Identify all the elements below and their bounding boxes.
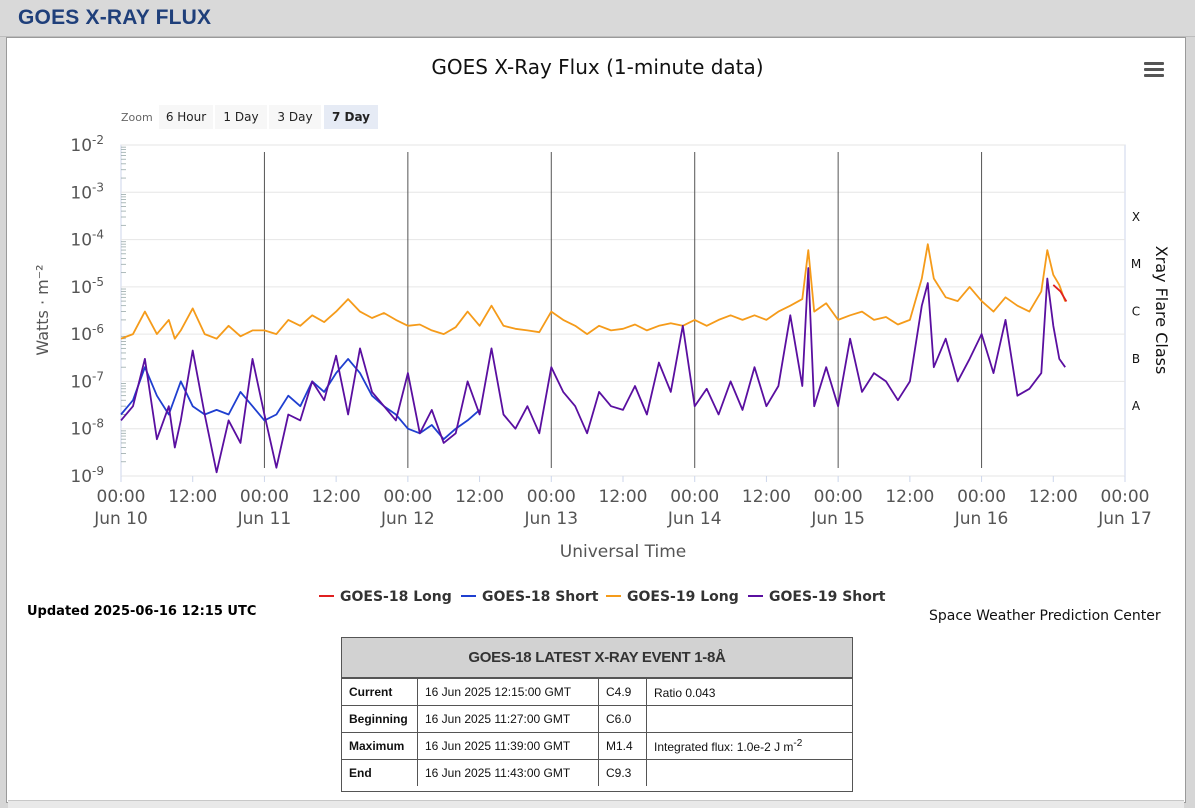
page-title: GOES X-RAY FLUX	[18, 6, 212, 29]
event-row-time: 16 Jun 2025 11:39:00 GMT	[417, 732, 599, 760]
bottom-strip	[8, 800, 1184, 808]
chart-title: GOES X-Ray Flux (1-minute data)	[431, 55, 764, 79]
zoom-6-hour-button[interactable]: 6 Hour	[159, 105, 213, 129]
event-title: GOES-18 LATEST X-RAY EVENT 1-8Å	[342, 638, 852, 678]
event-row-time: 16 Jun 2025 11:43:00 GMT	[417, 759, 599, 786]
updated-timestamp: Updated 2025-06-16 12:15 UTC	[27, 604, 257, 619]
event-table: Current 16 Jun 2025 12:15:00 GMT C4.9 Ra…	[342, 678, 852, 786]
event-row-label: Maximum	[342, 732, 418, 760]
event-row-extra-text: Integrated flux: 1.0e-2 J m	[654, 740, 794, 754]
chart-menu-icon[interactable]	[1144, 62, 1164, 78]
event-row-extra-text: Ratio 0.043	[654, 686, 716, 700]
event-row-extra	[646, 759, 852, 786]
event-row-extra	[646, 705, 852, 733]
zoom-7-day-button[interactable]: 7 Day	[324, 105, 378, 129]
event-row-label: Current	[342, 678, 418, 706]
event-row-label: End	[342, 759, 418, 786]
event-row-label: Beginning	[342, 705, 418, 733]
table-row: Beginning 16 Jun 2025 11:27:00 GMT C6.0	[342, 705, 852, 733]
zoom-1-day-button[interactable]: 1 Day	[215, 105, 267, 129]
event-row-class: C6.0	[598, 705, 647, 733]
credit-text: Space Weather Prediction Center	[929, 608, 1161, 624]
event-row-extra: Integrated flux: 1.0e-2 J m-2	[646, 732, 852, 760]
header-bar: GOES X-RAY FLUX	[0, 0, 1195, 37]
event-row-class: C4.9	[598, 678, 647, 706]
event-row-extra-sup: -2	[793, 738, 803, 749]
event-row-class: M1.4	[598, 732, 647, 760]
zoom-label: Zoom	[121, 111, 153, 124]
table-row: Current 16 Jun 2025 12:15:00 GMT C4.9 Ra…	[342, 678, 852, 706]
event-row-time: 16 Jun 2025 12:15:00 GMT	[417, 678, 599, 706]
event-row-class: C9.3	[598, 759, 647, 786]
event-row-time: 16 Jun 2025 11:27:00 GMT	[417, 705, 599, 733]
zoom-3-day-button[interactable]: 3 Day	[269, 105, 321, 129]
table-row: End 16 Jun 2025 11:43:00 GMT C9.3	[342, 759, 852, 786]
table-row: Maximum 16 Jun 2025 11:39:00 GMT M1.4 In…	[342, 732, 852, 760]
latest-event-panel: GOES-18 LATEST X-RAY EVENT 1-8Å Current …	[341, 637, 853, 792]
event-row-extra: Ratio 0.043	[646, 678, 852, 706]
